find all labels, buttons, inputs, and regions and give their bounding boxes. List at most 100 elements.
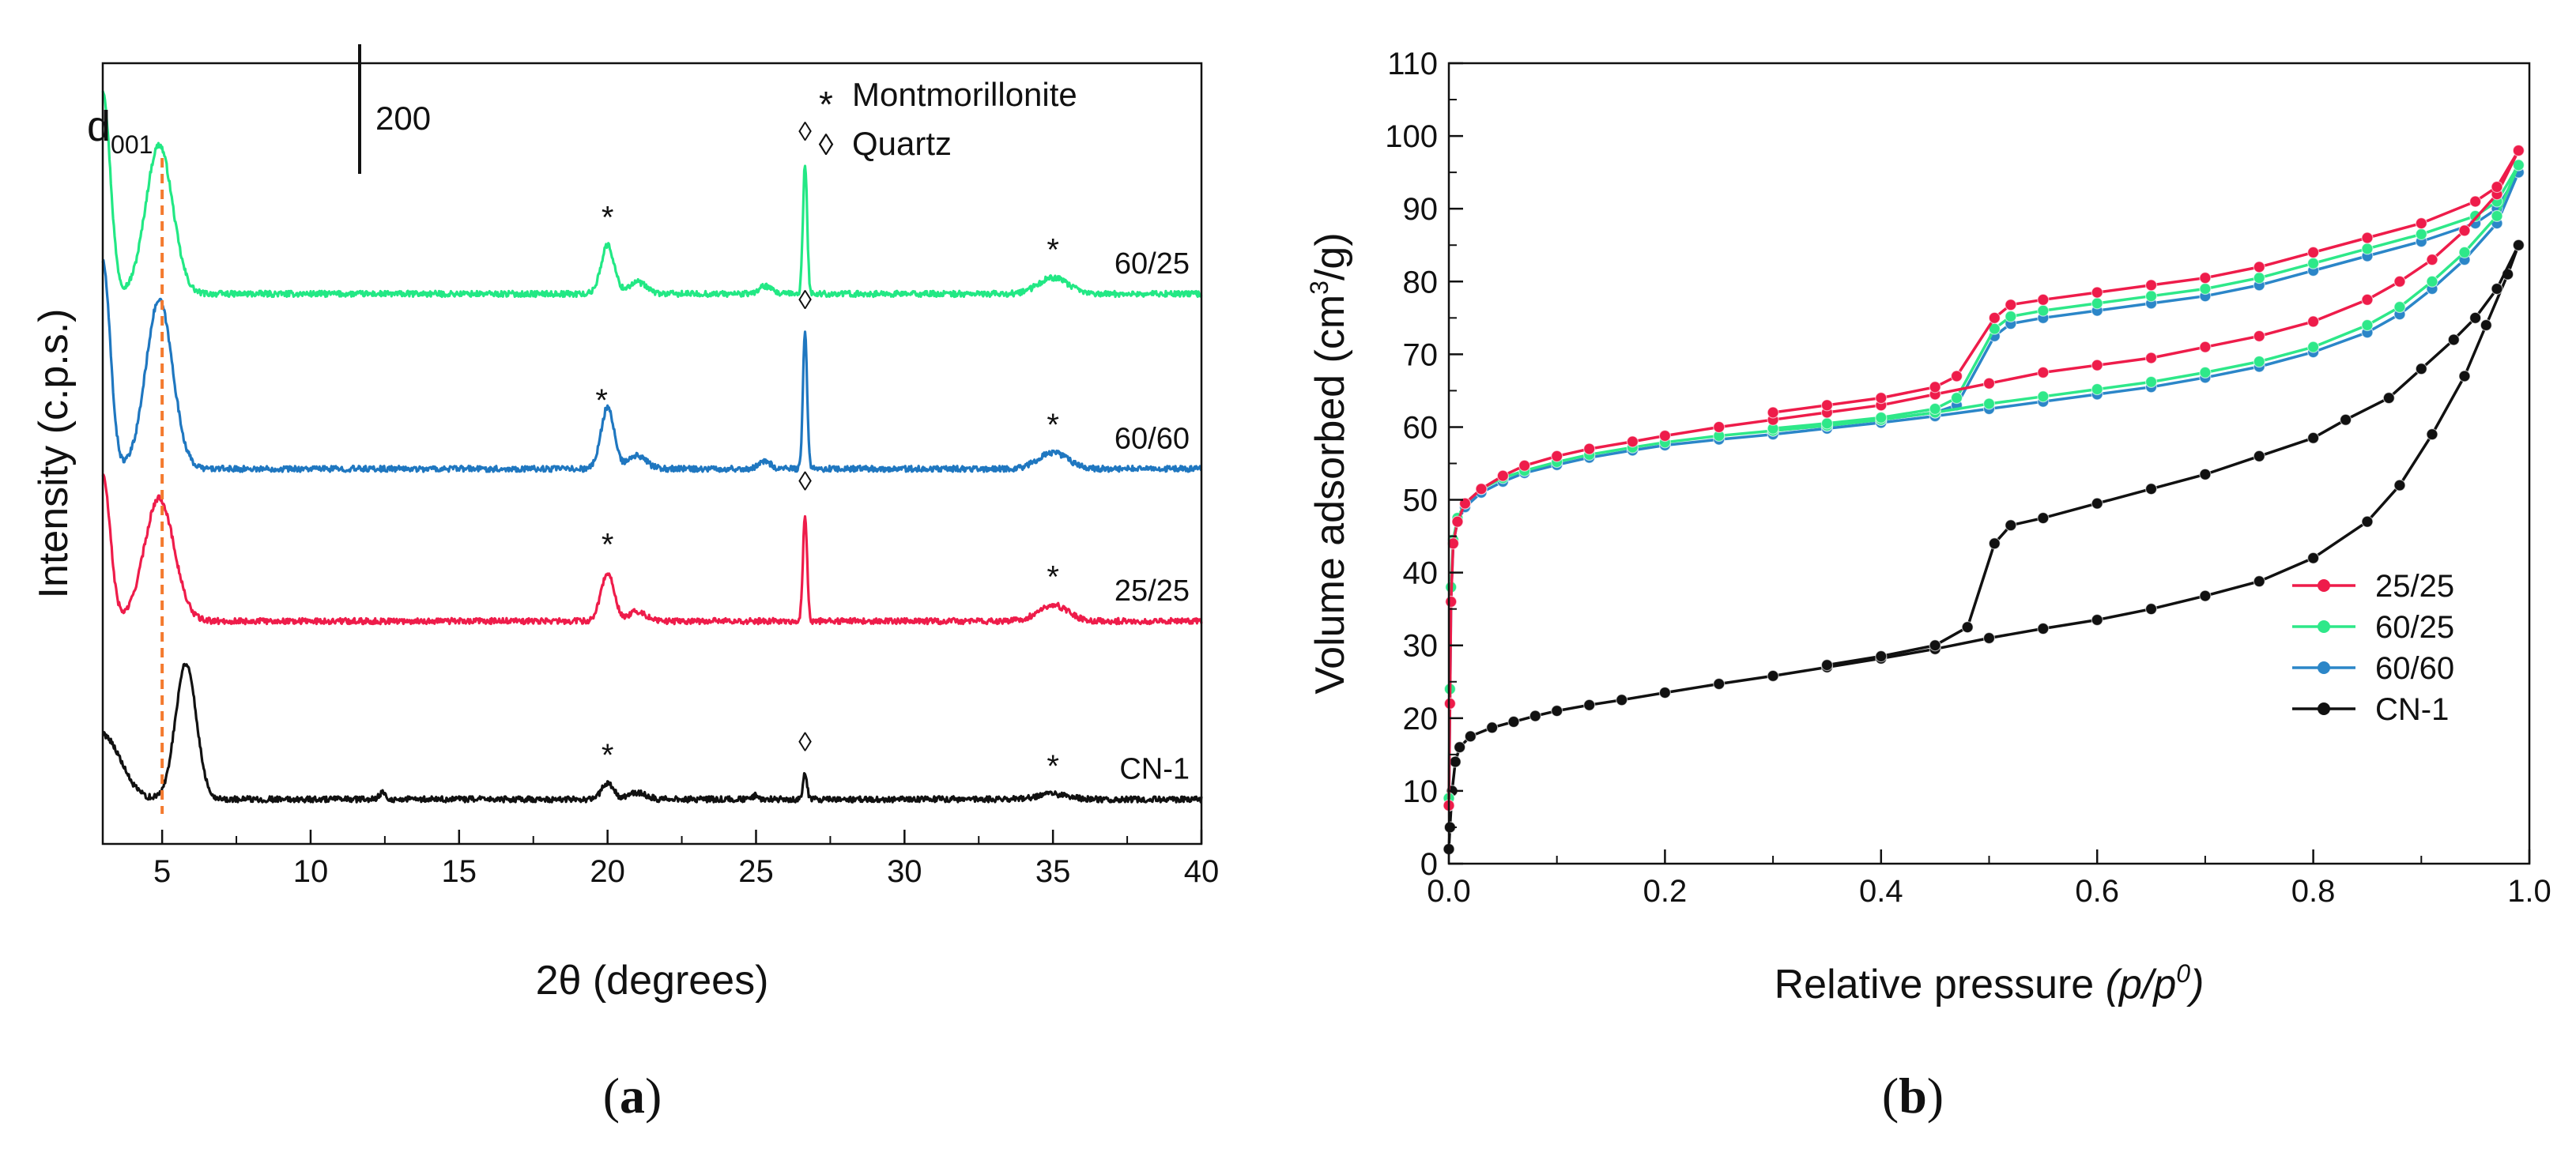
isotherm-point-60/25 — [2307, 341, 2320, 353]
intensity-scale-bar-label: 200 — [375, 100, 431, 137]
isotherm-point-25/25 — [1875, 392, 1888, 405]
isotherm-point-60/25 — [1820, 417, 1834, 430]
isotherm-y-tick-label: 50 — [1403, 484, 1439, 518]
isotherm-point-25/25 — [2199, 272, 2212, 284]
isotherm-point-25/25 — [1451, 515, 1464, 528]
isotherm-y-tick-label: 30 — [1403, 629, 1439, 664]
isotherm-adsorption-line-60/60 — [1447, 171, 2520, 806]
xrd-line-60/25 — [101, 90, 1203, 299]
isotherm-point-CN-1 — [1486, 721, 1499, 734]
isotherm-x-axis-label: Relative pressure (p/p0) — [1775, 959, 2204, 1007]
isotherm-point-CN-1 — [2340, 413, 2352, 426]
isotherm-point-60/25 — [2144, 375, 2158, 388]
isotherm-point-60/25 — [2037, 390, 2050, 403]
isotherm-point-25/25 — [1626, 435, 1639, 448]
isotherm-point-60/25 — [1929, 402, 1941, 416]
isotherm-point-CN-1 — [1551, 705, 1563, 717]
montmorillonite-peak-marker: * — [595, 383, 608, 418]
isotherm-point-25/25 — [1988, 311, 2001, 324]
xrd-series-label: CN-1 — [1119, 753, 1190, 786]
isotherm-point-CN-1 — [1961, 621, 1974, 634]
isotherm-point-60/25 — [2037, 304, 2050, 317]
isotherm-x-tick-label: 0.4 — [1859, 874, 1903, 909]
isotherm-point-CN-1 — [2415, 363, 2427, 375]
quartz-peak-marker: ◊ — [798, 727, 812, 757]
xrd-x-tick-label: 25 — [738, 854, 774, 889]
isotherm-point-CN-1 — [2144, 483, 2158, 495]
isotherm-x-tick-label: 0.0 — [1427, 874, 1471, 909]
isotherm-point-CN-1 — [2393, 479, 2406, 491]
isotherm-y-tick-label: 110 — [1387, 47, 1438, 81]
xrd-y-axis-label: Intensity (c.p.s.) — [31, 309, 77, 599]
isotherm-point-CN-1 — [2144, 603, 2158, 616]
isotherm-point-60/25 — [2458, 246, 2471, 259]
isotherm-y-tick-label: 10 — [1403, 774, 1439, 809]
isotherm-point-25/25 — [2307, 246, 2320, 259]
isotherm-labels: Relative pressure (p/p0) Volume adsorbed … — [1305, 232, 2204, 1007]
quartz-peak-marker: ◊ — [798, 467, 812, 497]
isotherm-y-tick-label: 20 — [1403, 702, 1439, 736]
isotherm-point-CN-1 — [2307, 431, 2320, 444]
isotherm-point-CN-1 — [1616, 694, 1628, 706]
isotherm-point-CN-1 — [2491, 282, 2503, 296]
isotherm-point-60/25 — [2426, 275, 2438, 288]
xrd-series-label: 25/25 — [1115, 574, 1190, 608]
isotherm-desorption-line-60/25 — [1772, 164, 2520, 431]
xrd-line-25/25 — [101, 473, 1203, 626]
isotherm-point-CN-1 — [1982, 631, 1996, 645]
isotherm-point-25/25 — [1475, 483, 1488, 495]
isotherm-point-60/25 — [2393, 300, 2406, 314]
isotherm-y-tick-label: 70 — [1403, 337, 1439, 372]
isotherm-point-25/25 — [2361, 232, 2374, 244]
isotherm-point-60/25 — [1875, 411, 1888, 424]
isotherm-point-CN-1 — [2199, 589, 2212, 602]
isotherm-point-CN-1 — [1449, 755, 1461, 768]
legend-marker-60/25 — [2318, 620, 2330, 633]
isotherm-y-tick-label: 40 — [1403, 556, 1439, 591]
xrd-x-tick-label: 40 — [1184, 854, 1220, 889]
isotherm-y-tick-label: 0 — [1420, 847, 1438, 882]
isotherm-point-25/25 — [1445, 595, 1458, 608]
isotherm-point-CN-1 — [1658, 686, 1671, 699]
montmorillonite-peak-marker: * — [602, 200, 614, 235]
isotherm-point-CN-1 — [2426, 428, 2438, 441]
isotherm-point-25/25 — [1767, 406, 1779, 419]
isotherm-point-25/25 — [2037, 293, 2050, 306]
isotherm-point-CN-1 — [1529, 710, 1541, 722]
isotherm-point-60/25 — [1982, 397, 1996, 410]
isotherm-legend: 25/25 60/25 60/60 CN-1 — [2292, 569, 2454, 727]
montmorillonite-peak-marker: * — [602, 738, 614, 773]
isotherm-point-CN-1 — [2253, 575, 2265, 588]
xrd-axes: 5 10 15 20 25 30 35 40 — [101, 62, 1220, 889]
isotherm-frame — [1447, 62, 2531, 865]
legend-label-25/25: 25/25 — [2375, 569, 2454, 604]
isotherm-point-CN-1 — [1713, 677, 1726, 691]
xrd-curves: 60/25 60/60 25/25 CN-1 — [101, 90, 1203, 804]
isotherm-point-60/25 — [2469, 209, 2482, 222]
isotherm-point-25/25 — [2307, 315, 2320, 328]
isotherm-point-CN-1 — [2005, 519, 2017, 532]
isotherm-point-CN-1 — [2382, 392, 2395, 405]
xrd-peak-markers: * ◊ * * ◊ * * ◊ * * ◊ * — [595, 117, 1059, 784]
isotherm-adsorption-line-25/25 — [1447, 149, 2520, 806]
isotherm-point-60/25 — [2512, 159, 2525, 171]
xrd-x-tick-label: 15 — [442, 854, 477, 889]
isotherm-point-CN-1 — [1875, 650, 1888, 663]
isotherm-point-25/25 — [1443, 697, 1456, 710]
isotherm-point-25/25 — [2393, 275, 2406, 288]
isotherm-y-tick-label: 80 — [1403, 265, 1439, 299]
isotherm-point-CN-1 — [1583, 699, 1596, 711]
isotherm-point-25/25 — [2253, 261, 2265, 273]
d001-guide: d001 — [87, 103, 164, 814]
isotherm-point-25/25 — [1518, 459, 1531, 472]
isotherm-point-25/25 — [1583, 443, 1596, 455]
xrd-line-CN-1 — [101, 662, 1203, 804]
isotherm-point-25/25 — [2415, 217, 2427, 230]
isotherm-point-CN-1 — [2307, 552, 2320, 564]
isotherm-chart: 0 10 20 30 40 50 60 70 80 90 100 110 0.0 0.2 0.4 0.6 0.8… — [1305, 47, 2551, 1007]
isotherm-point-60/25 — [2199, 366, 2212, 379]
isotherm-point-25/25 — [1982, 377, 1996, 390]
isotherm-point-25/25 — [2426, 254, 2438, 266]
xrd-series-label: 60/60 — [1115, 422, 1190, 455]
